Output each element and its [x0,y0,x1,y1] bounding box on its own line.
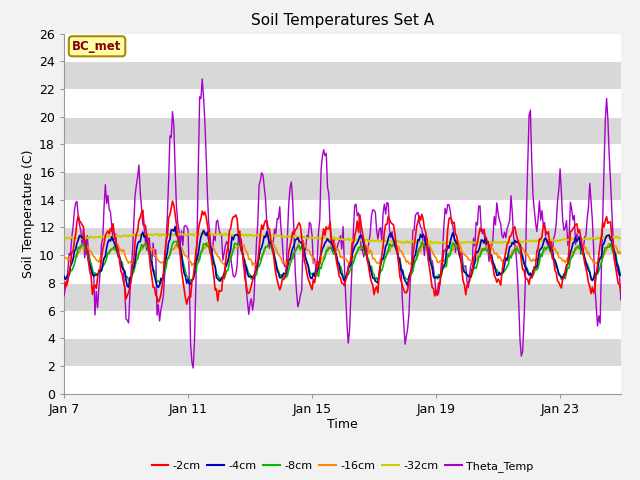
Bar [64,200,621,228]
Legend: -2cm, -4cm, -8cm, -16cm, -32cm, Theta_Temp: -2cm, -4cm, -8cm, -16cm, -32cm, Theta_Te… [147,457,538,477]
Text: BC_met: BC_met [72,40,122,53]
Bar [64,89,621,117]
Bar [64,255,621,283]
Title: Soil Temperatures Set A: Soil Temperatures Set A [251,13,434,28]
Bar [64,311,621,338]
Bar [64,34,621,61]
Bar [64,144,621,172]
Y-axis label: Soil Temperature (C): Soil Temperature (C) [22,149,35,278]
X-axis label: Time: Time [327,419,358,432]
Bar [64,366,621,394]
